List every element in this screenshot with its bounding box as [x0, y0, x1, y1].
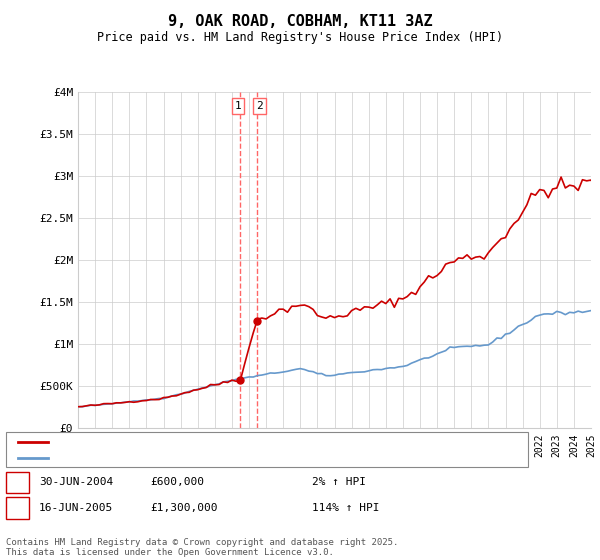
- Text: 2% ↑ HPI: 2% ↑ HPI: [312, 477, 366, 487]
- Text: 9, OAK ROAD, COBHAM, KT11 3AZ (detached house): 9, OAK ROAD, COBHAM, KT11 3AZ (detached …: [60, 437, 371, 447]
- Text: £1,300,000: £1,300,000: [150, 503, 218, 513]
- Text: HPI: Average price, detached house, Elmbridge: HPI: Average price, detached house, Elmb…: [60, 454, 364, 463]
- Text: £600,000: £600,000: [150, 477, 204, 487]
- Text: 2: 2: [14, 503, 21, 513]
- Text: 1: 1: [235, 101, 241, 111]
- Text: Contains HM Land Registry data © Crown copyright and database right 2025.
This d: Contains HM Land Registry data © Crown c…: [6, 538, 398, 557]
- Text: 30-JUN-2004: 30-JUN-2004: [39, 477, 113, 487]
- Text: 2: 2: [256, 101, 263, 111]
- Text: 114% ↑ HPI: 114% ↑ HPI: [312, 503, 380, 513]
- Text: Price paid vs. HM Land Registry's House Price Index (HPI): Price paid vs. HM Land Registry's House …: [97, 31, 503, 44]
- Text: 1: 1: [14, 477, 21, 487]
- Text: 16-JUN-2005: 16-JUN-2005: [39, 503, 113, 513]
- Text: 9, OAK ROAD, COBHAM, KT11 3AZ: 9, OAK ROAD, COBHAM, KT11 3AZ: [167, 14, 433, 29]
